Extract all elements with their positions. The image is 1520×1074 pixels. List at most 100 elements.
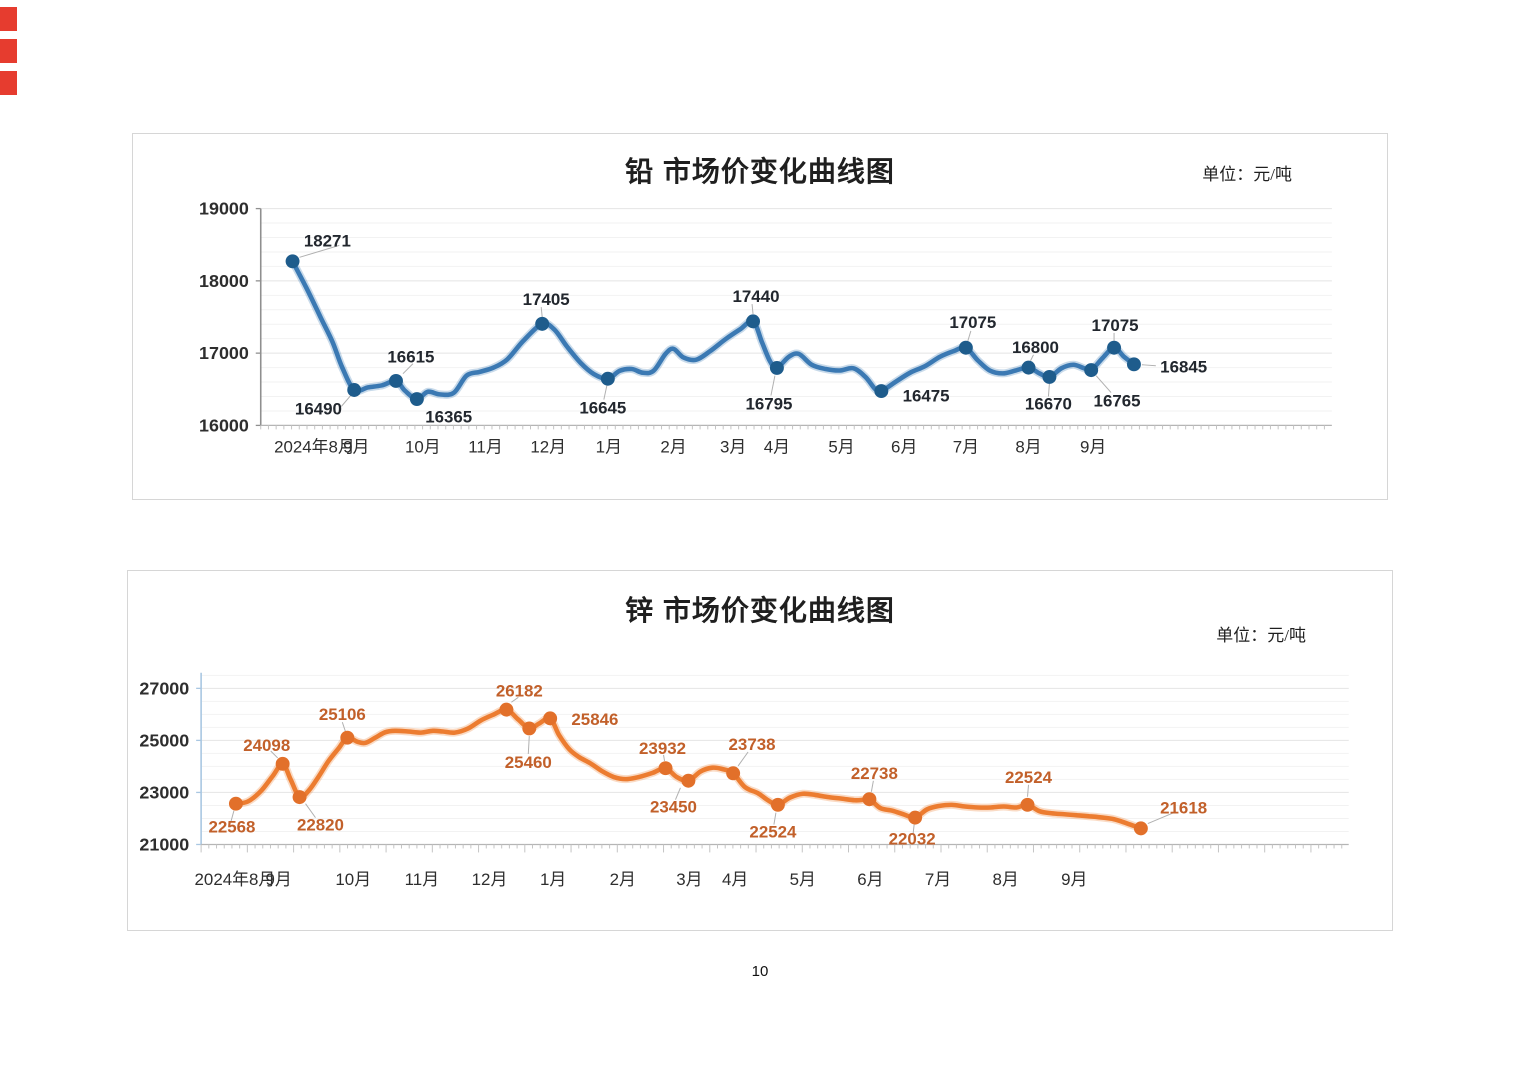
data-point-marker	[535, 316, 550, 331]
data-point-label: 25460	[505, 753, 552, 772]
data-point-marker	[746, 314, 760, 329]
data-point-label: 16475	[903, 387, 950, 406]
data-point-label: 22568	[208, 818, 255, 837]
data-label-leader	[1047, 383, 1050, 397]
lead-chart-panel: 16000 17000 18000 19000 2024年8月 9月 10月 11月 12月 1月…	[132, 133, 1388, 500]
data-point-marker	[340, 730, 355, 745]
data-label-leader	[1030, 354, 1034, 361]
data-point-label: 22524	[749, 823, 797, 842]
lead-unit-label: 单位：元/吨	[1202, 165, 1292, 184]
data-point-marker	[522, 721, 537, 736]
data-label-leader	[230, 810, 235, 822]
y-axis-label: 23000	[139, 782, 189, 802]
data-label-leader	[305, 803, 316, 818]
lead-chart-title: 铅 市场价变化曲线图	[625, 156, 895, 187]
x-axis-label: 5月	[790, 870, 816, 889]
data-point-label: 25846	[571, 710, 618, 729]
x-axis-label: 3月	[676, 870, 702, 889]
data-point-marker	[389, 373, 403, 388]
data-label-leader	[1095, 375, 1112, 393]
x-axis-label: 12月	[472, 870, 508, 889]
data-point-label: 16645	[579, 398, 626, 417]
data-point-label: 18271	[304, 231, 351, 250]
data-point-label: 17075	[949, 313, 996, 332]
x-axis-label: 2月	[660, 437, 686, 456]
x-axis-label: 9月	[343, 437, 369, 456]
data-point-label: 22738	[851, 764, 898, 783]
data-point-label: 17440	[733, 287, 780, 306]
x-axis-label: 1月	[540, 870, 566, 889]
price-line	[290, 259, 1137, 402]
data-point-label: 16365	[425, 407, 472, 426]
data-point-marker	[292, 790, 307, 805]
data-point-marker	[862, 792, 877, 807]
data-point-label: 25106	[319, 705, 366, 724]
data-point-marker	[409, 392, 424, 407]
data-point-marker	[543, 711, 558, 726]
data-label-leader	[912, 824, 915, 834]
data-point-marker	[1107, 340, 1122, 355]
price-line-glow	[288, 257, 1138, 404]
page-number: 10	[751, 963, 769, 980]
data-label-leader	[870, 780, 874, 792]
x-axis-label: 7月	[953, 437, 979, 456]
data-point-marker	[1084, 363, 1099, 378]
data-point-marker	[347, 383, 362, 397]
data-point-label: 16765	[1094, 392, 1141, 411]
x-axis-label: 7月	[925, 870, 951, 889]
x-axis-label: 9月	[1080, 437, 1106, 456]
y-axis-label: 27000	[139, 678, 189, 698]
lead-chart-canvas: 16000 17000 18000 19000 2024年8月 9月 10月 11月 12月 1月…	[133, 134, 1387, 499]
y-axis-label: 16000	[199, 415, 249, 435]
red-edge-mark	[0, 7, 17, 31]
x-axis-label: 9月	[1061, 870, 1087, 889]
red-edge-mark	[0, 71, 17, 95]
data-label-leader	[751, 304, 754, 315]
data-label-leader	[527, 736, 530, 755]
x-axis-label: 11月	[405, 870, 439, 889]
data-label-leader	[773, 812, 777, 825]
x-axis-label: 1月	[596, 437, 622, 456]
data-point-label: 23932	[639, 739, 686, 758]
y-axis-label: 21000	[139, 834, 189, 854]
y-axis-label: 25000	[139, 730, 189, 750]
data-point-label: 16795	[745, 394, 792, 413]
data-point-marker	[499, 702, 514, 717]
data-point-label: 22032	[889, 829, 936, 848]
x-axis-label: 2024年8月	[274, 437, 355, 456]
x-axis-label: 6月	[857, 870, 883, 889]
data-point-label: 16800	[1012, 338, 1059, 357]
data-point-label: 22820	[297, 816, 344, 835]
x-axis-label: 11月	[468, 437, 502, 456]
data-point-marker	[958, 340, 973, 355]
data-point-label: 23738	[729, 735, 776, 754]
data-label-leader	[299, 244, 340, 258]
data-label-leader	[270, 750, 279, 759]
data-label-leader	[1027, 784, 1029, 797]
data-label-leader	[603, 385, 608, 400]
data-point-marker	[1020, 797, 1035, 812]
x-axis-label: 8月	[992, 870, 1018, 889]
data-label-leader	[1147, 812, 1174, 825]
x-axis-label: 3月	[720, 437, 746, 456]
zinc-chart-panel: 21000 23000 25000 27000 2024年8月 9月 10月 11月 12月 1月…	[127, 570, 1393, 931]
data-point-marker	[1126, 357, 1141, 372]
data-label-leader	[737, 751, 749, 767]
data-point-label: 24098	[243, 736, 290, 755]
data-point-marker	[681, 773, 696, 788]
x-axis-label: 10月	[335, 870, 371, 889]
zinc-unit-label: 单位：元/吨	[1216, 626, 1306, 645]
x-axis-label: 4月	[722, 870, 748, 889]
data-label-leader	[540, 307, 543, 318]
data-point-marker	[874, 384, 889, 399]
red-edge-mark	[0, 39, 17, 63]
data-label-leader	[341, 722, 346, 732]
data-point-marker	[1133, 821, 1148, 836]
x-axis-label: 12月	[530, 437, 566, 456]
data-point-marker	[770, 797, 785, 812]
data-point-marker	[228, 796, 243, 811]
data-point-marker	[1021, 360, 1036, 375]
